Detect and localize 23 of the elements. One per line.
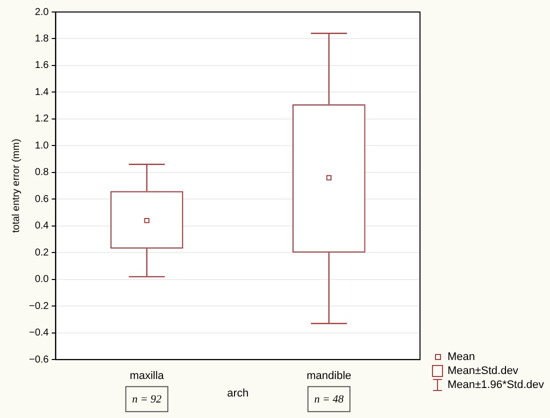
y-tick-label: 1.0 — [34, 140, 50, 152]
y-tick-label: 1.8 — [34, 33, 50, 44]
text: Mean±1.96*Std.dev — [447, 379, 544, 391]
y-tick-label: 1.6 — [34, 60, 50, 72]
y-tick-label: 2.0 — [34, 6, 50, 18]
y-tick-label: −0.2 — [28, 300, 50, 312]
y-tick-label: 0.2 — [34, 247, 50, 258]
y-tick-label: 0.4 — [34, 220, 50, 232]
y-tick-label: 1.2 — [34, 114, 50, 125]
y-tick-label: 0.0 — [34, 274, 50, 286]
y-tick-label: 0.8 — [34, 167, 50, 178]
text: n = 48 — [314, 393, 344, 406]
y-tick-label: −0.6 — [28, 354, 50, 366]
y-tick-label: 0.6 — [34, 194, 50, 205]
y-tick-label: 1.4 — [34, 86, 50, 98]
y-axis-title: total entry error (mm) — [10, 138, 22, 233]
x-axis-title: arch — [227, 387, 249, 400]
x-tick-label: maxilla — [130, 370, 165, 382]
text: Mean±Std.dev — [447, 365, 518, 377]
text: Mean — [447, 351, 475, 363]
x-tick-label: mandible — [306, 370, 352, 382]
text: n = 92 — [132, 393, 162, 406]
y-tick-label: −0.4 — [28, 328, 50, 339]
